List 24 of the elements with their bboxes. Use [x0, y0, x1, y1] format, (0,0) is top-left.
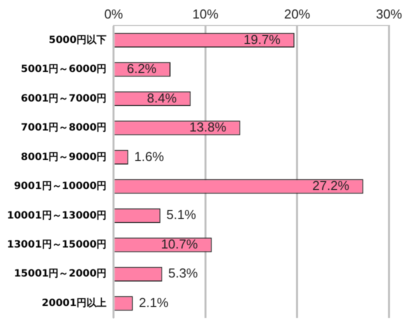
- y-tick-label: 9001円～10000円: [14, 181, 107, 192]
- y-tick-label: 20001円以上: [42, 296, 107, 309]
- y-tick-label: 6001円～7000円: [20, 93, 107, 104]
- y-tick-label: 5000円以下: [48, 34, 107, 46]
- data-label: 27.2%: [312, 178, 350, 193]
- y-tick-label: 15001円～2000円: [14, 268, 107, 280]
- x-tick-label: 30%: [376, 6, 402, 22]
- data-label: 13.8%: [189, 120, 227, 135]
- x-tick-label: 20%: [284, 6, 311, 22]
- x-tick-label: 10%: [192, 6, 219, 22]
- data-label: 6.2%: [126, 61, 157, 76]
- data-label: 5.1%: [166, 207, 196, 222]
- y-tick-label: 7001円～8000円: [20, 122, 107, 134]
- data-label: 2.1%: [138, 294, 169, 310]
- data-label: 19.7%: [244, 32, 281, 47]
- y-tick-label: 10001円～13000円: [6, 210, 107, 222]
- data-label: 8.4%: [147, 90, 178, 106]
- y-tick-label: 5001円～6000円: [20, 64, 107, 76]
- x-tick-label: 0%: [104, 6, 124, 22]
- data-label: 1.6%: [134, 148, 164, 164]
- data-label: 5.3%: [168, 266, 198, 281]
- y-tick-label: 8001円～9000円: [20, 152, 107, 163]
- y-tick-label: 13001円～15000円: [6, 239, 107, 250]
- data-label: 10.7%: [160, 236, 198, 252]
